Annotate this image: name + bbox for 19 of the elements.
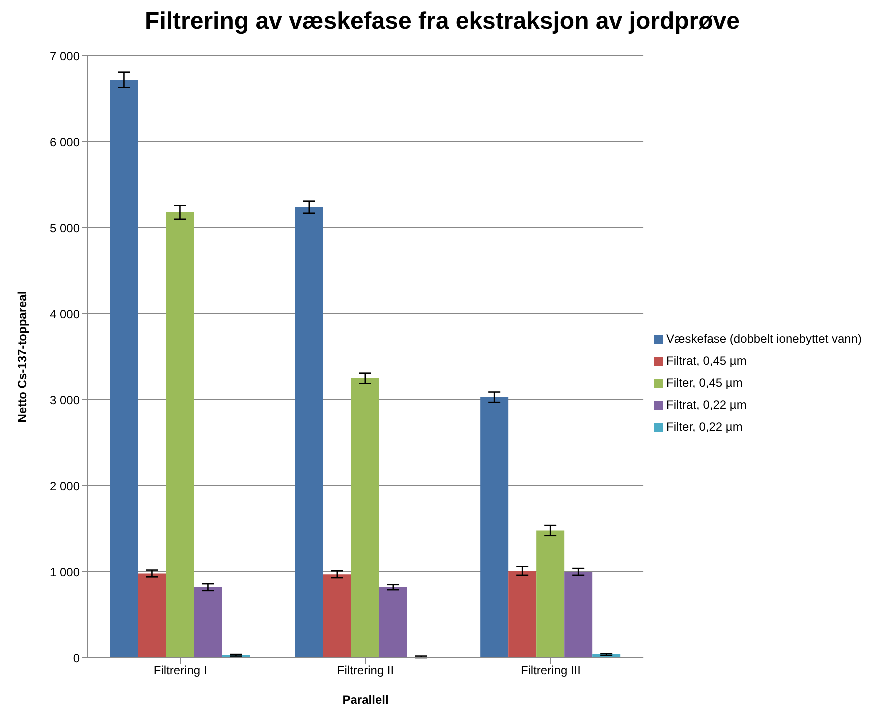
legend-label: Filter, 0,22 µm — [666, 420, 743, 434]
x-tick-label: Filtrering I — [154, 664, 208, 678]
legend-label: Væskefase (dobbelt ionebyttet vann) — [666, 332, 862, 346]
y-tick-label: 6 000 — [50, 135, 80, 150]
legend-label: Filter, 0,45 µm — [666, 376, 743, 390]
legend-label: Filtrat, 0,22 µm — [666, 398, 747, 412]
y-tick-label: 1 000 — [50, 565, 80, 580]
y-tick-label: 5 000 — [50, 221, 80, 236]
chart-title: Filtrering av væskefase fra ekstraksjon av jordprøve — [144, 8, 741, 37]
y-tick-label: 7 000 — [50, 49, 80, 64]
x-axis-title: Parallell — [342, 693, 389, 707]
y-tick-label: 2 000 — [50, 479, 80, 494]
y-tick-label: 3 000 — [50, 393, 80, 408]
x-tick-label: Filtrering II — [337, 664, 394, 678]
y-tick-label: 0 — [73, 651, 80, 666]
legend-label: Filtrat, 0,45 µm — [666, 354, 747, 368]
y-tick-label: 4 000 — [50, 307, 80, 322]
y-axis-title: Netto Cs-137-toppareal — [15, 291, 30, 423]
x-tick-label: Filtrering III — [520, 664, 581, 678]
